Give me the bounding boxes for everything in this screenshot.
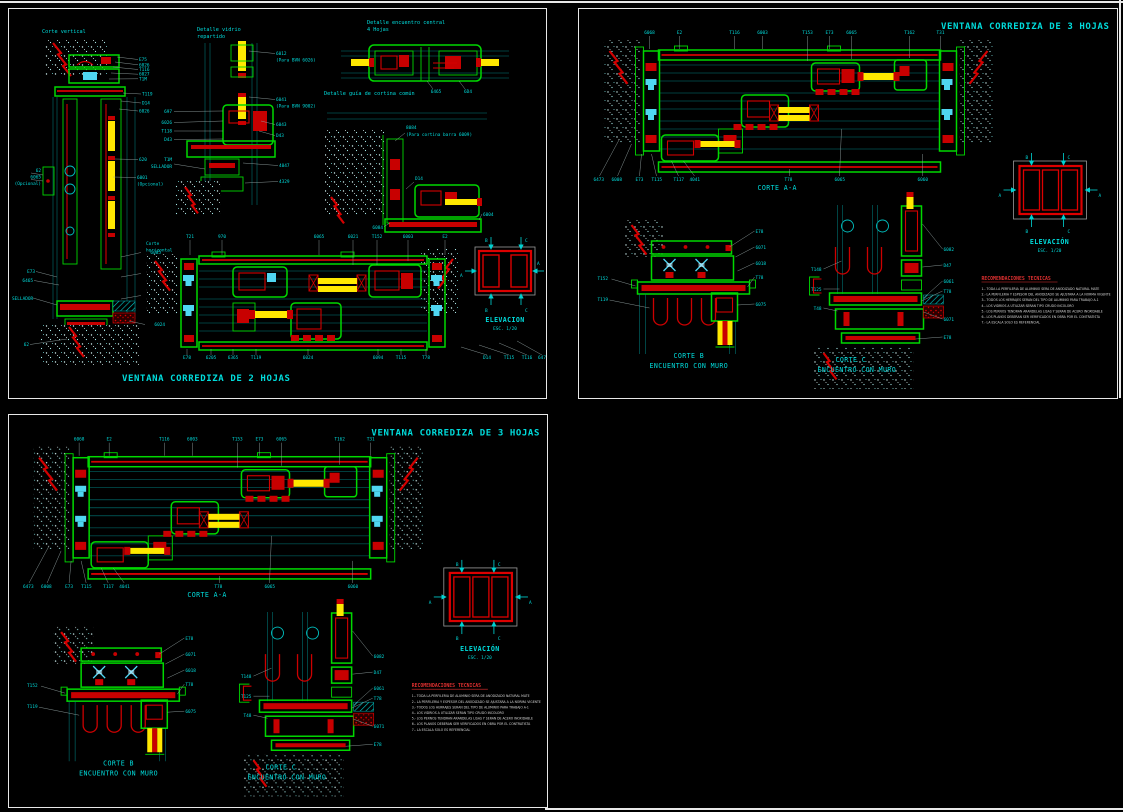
callout: T1M bbox=[164, 157, 172, 163]
callout: 6026 bbox=[139, 62, 150, 68]
detail-caption: Corte vertical bbox=[42, 29, 86, 35]
elevacion: B C A A B C ELEVACION ESC. 1/20 bbox=[460, 237, 544, 332]
callout: E2 bbox=[442, 234, 448, 240]
callout: 6465 bbox=[22, 278, 33, 284]
callout: 647 bbox=[538, 355, 546, 361]
panel-ventana-3-hojas-superior bbox=[578, 8, 1118, 399]
section-arrow-label: C bbox=[525, 308, 528, 314]
guia-callouts: 8084 (Para cortina barra 6009) D14 6004 … bbox=[372, 125, 494, 231]
detail-guia-cortina: Detalle guía de cortina común 8084 (Para… bbox=[324, 90, 494, 233]
callout: T78 bbox=[422, 355, 430, 361]
callout: T115 bbox=[504, 355, 515, 361]
callout: 6365 bbox=[228, 355, 239, 361]
detail-caption: Corte bbox=[146, 241, 160, 247]
detail-caption: 4 Hojas bbox=[367, 27, 389, 33]
callout: (Para BVN 9002) bbox=[276, 104, 316, 110]
callout: T118 bbox=[161, 129, 172, 135]
detail-encuentro-central: Detalle encuentro central 4 Hojas 6465 6… bbox=[341, 20, 509, 95]
callout: 6024 bbox=[303, 355, 314, 361]
callout: D14 bbox=[415, 176, 423, 182]
detail-caption: Detalle vidrio bbox=[197, 27, 241, 33]
callout: 6041 bbox=[276, 97, 287, 103]
section-arrow-label: A bbox=[460, 273, 463, 279]
callout: D14 bbox=[483, 355, 491, 361]
callout: T152 bbox=[372, 234, 383, 240]
callout: 6026 bbox=[161, 120, 172, 126]
callout: 620 bbox=[139, 157, 147, 163]
callout: T116 bbox=[139, 67, 150, 73]
callout: T21 bbox=[186, 234, 194, 240]
callout: E78 bbox=[183, 355, 191, 361]
corte-vertical-callouts: E75 6026 T116 6027 T1M T119 D14 6026 620… bbox=[12, 56, 165, 348]
callout: (Para cortina barra 6009) bbox=[406, 132, 472, 138]
section-arrow-label: A bbox=[537, 261, 540, 267]
callout: T116 bbox=[522, 355, 533, 361]
corte-horizontal-bottom-callouts: E78 6205 6365 T119 6024 6094 T115 T78 D1… bbox=[183, 340, 546, 361]
detail-caption: repartido bbox=[197, 34, 225, 40]
callout: 6085 bbox=[150, 250, 161, 256]
callout: 6021 bbox=[348, 234, 359, 240]
panel-ventana-2-hojas: Corte vertical bbox=[8, 8, 547, 399]
vidrio-callouts: 6012 (Para BVN 6026) 6041 (Para BVN 9002… bbox=[151, 50, 316, 185]
section-arrow-label: B bbox=[485, 308, 488, 314]
panel-ventana-3-hojas-inferior bbox=[8, 414, 548, 808]
callout: T119 bbox=[142, 92, 153, 98]
callout: T119 bbox=[251, 355, 262, 361]
callout: 6465 bbox=[431, 89, 442, 95]
callout: 4329 bbox=[279, 179, 290, 185]
callout: 6003 bbox=[403, 234, 414, 240]
callout: 62 bbox=[24, 342, 30, 348]
callout: 6027 bbox=[139, 72, 150, 78]
section-arrow-label: C bbox=[525, 238, 528, 244]
callout: 6205 bbox=[206, 355, 217, 361]
drawing-3-hojas bbox=[9, 415, 547, 807]
callout: (Opcional) bbox=[15, 181, 41, 187]
callout: 6D4 bbox=[464, 89, 472, 95]
detail-caption: horizontal bbox=[146, 248, 173, 254]
detail-caption: Detalle guía de cortina común bbox=[324, 90, 415, 97]
detail-vidrio-repartido: Detalle vidrio repartido 6012 (Para B bbox=[151, 27, 316, 217]
callout: 6084 bbox=[372, 225, 383, 231]
callout: T1M bbox=[139, 76, 147, 82]
panel-title: VENTANA CORREDIZA DE 2 HOJAS bbox=[122, 374, 291, 384]
callout: SELLADOR bbox=[151, 164, 173, 170]
elevacion-title: ELEVACION bbox=[485, 316, 524, 324]
sheet-right-border bbox=[1119, 0, 1121, 398]
elevacion-scale: ESC. 1/20 bbox=[493, 326, 517, 332]
callout: 6065 bbox=[314, 234, 325, 240]
callout: 6094 bbox=[373, 355, 384, 361]
detail-corte-vertical: Corte vertical bbox=[12, 29, 165, 365]
callout: (Opcional) bbox=[137, 182, 163, 188]
callout: T115 bbox=[396, 355, 407, 361]
callout: 6026 bbox=[139, 109, 150, 115]
callout: 6004 bbox=[483, 212, 494, 218]
callout: 4047 bbox=[279, 163, 290, 169]
callout: 6024 bbox=[154, 322, 165, 328]
callout-sellador: SELLADOR bbox=[12, 296, 34, 302]
callout: 970 bbox=[218, 234, 226, 240]
callout: 6043 bbox=[276, 122, 287, 128]
sheet-bottom-border bbox=[545, 808, 1123, 810]
callout: E73 bbox=[27, 269, 35, 275]
callout: D14 bbox=[142, 101, 150, 107]
sheet-top-border bbox=[0, 1, 1123, 3]
drawing-2-hojas: Corte vertical bbox=[12, 20, 546, 384]
corte-horizontal-top-callouts: T21 970 6065 6021 T152 6003 E2 bbox=[186, 234, 448, 265]
callout: 8084 bbox=[406, 125, 417, 131]
callout: 6065 bbox=[30, 175, 41, 181]
callout: 697 bbox=[164, 109, 172, 115]
callout: D43 bbox=[164, 137, 172, 143]
callout: D43 bbox=[276, 133, 284, 139]
callout: 6012 bbox=[276, 51, 287, 57]
callout: E75 bbox=[139, 57, 147, 63]
detail-caption: Detalle encuentro central bbox=[367, 20, 445, 26]
drawing-3-hojas bbox=[579, 9, 1117, 398]
detail-corte-horizontal: Corte horizontal bbox=[146, 234, 546, 361]
callout: (Para BVN 6026) bbox=[276, 58, 316, 64]
callout: 62 bbox=[36, 168, 42, 174]
callout: 6001 bbox=[137, 175, 148, 181]
section-arrow-label: B bbox=[485, 238, 488, 244]
